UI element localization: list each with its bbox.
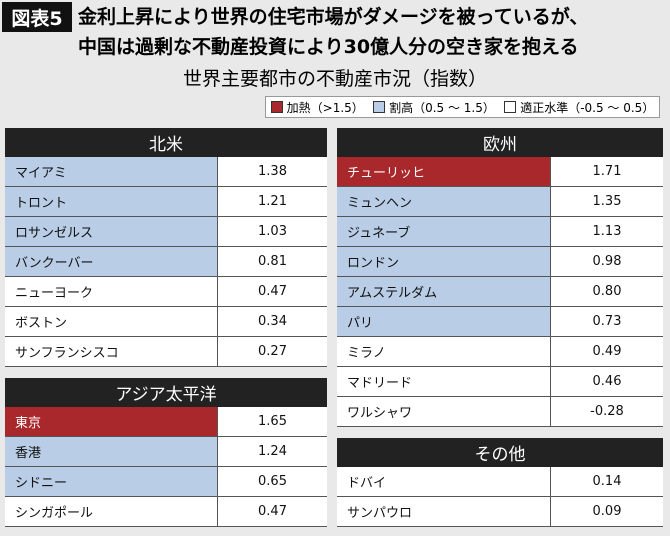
city-cell: ロサンゼルス xyxy=(5,217,218,247)
legend-swatch xyxy=(373,101,386,113)
city-cell: 香港 xyxy=(5,437,218,467)
city-cell: アムステルダム xyxy=(337,277,551,307)
value-cell: 0.73 xyxy=(551,307,663,337)
legend-item: 割高（0.5 ～ 1.5） xyxy=(373,99,495,116)
value-cell: 1.65 xyxy=(218,407,327,437)
value-cell: 0.47 xyxy=(218,277,327,307)
table-header: アジア太平洋 xyxy=(5,378,327,407)
table-header: 欧州 xyxy=(337,128,663,157)
city-cell: シドニー xyxy=(5,467,218,497)
value-cell: 0.65 xyxy=(218,467,327,497)
city-cell: マイアミ xyxy=(5,157,218,187)
value-cell: 0.80 xyxy=(551,277,663,307)
value-cell: 1.03 xyxy=(218,217,327,247)
city-cell: サンパウロ xyxy=(337,497,551,527)
value-cell: 0.47 xyxy=(218,497,327,527)
value-cell: 1.24 xyxy=(218,437,327,467)
city-cell: ニューヨーク xyxy=(5,277,218,307)
city-cell: マドリード xyxy=(337,367,551,397)
value-cell: 0.81 xyxy=(218,247,327,277)
legend-swatch xyxy=(504,101,517,113)
city-cell: ボストン xyxy=(5,307,218,337)
legend-label: 割高（0.5 ～ 1.5） xyxy=(389,100,495,115)
value-cell: 1.71 xyxy=(551,157,663,187)
city-cell: トロント xyxy=(5,187,218,217)
legend: 加熱（>1.5） 割高（0.5 ～ 1.5） 適正水準（-0.5 ～ 0.5） xyxy=(265,96,660,118)
legend-item: 加熱（>1.5） xyxy=(270,99,364,116)
value-cell: 0.46 xyxy=(551,367,663,397)
city-cell: ミュンヘン xyxy=(337,187,551,217)
value-cell: 0.27 xyxy=(218,337,327,367)
city-cell: 東京 xyxy=(5,407,218,437)
city-cell: ドバイ xyxy=(337,467,551,497)
value-cell: 0.14 xyxy=(551,467,663,497)
title-line: 中国は過剰な不動産投資により30億人分の空き家を抱える xyxy=(78,36,579,58)
city-cell: ミラノ xyxy=(337,337,551,367)
city-cell: バンクーバー xyxy=(5,247,218,277)
legend-label: 適正水準（-0.5 ～ 0.5） xyxy=(520,100,655,115)
table-header: その他 xyxy=(337,438,663,467)
value-cell: 0.09 xyxy=(551,497,663,527)
legend-label: 加熱（>1.5） xyxy=(286,100,364,115)
value-cell: 1.21 xyxy=(218,187,327,217)
value-cell: 1.35 xyxy=(551,187,663,217)
value-cell: 0.98 xyxy=(551,247,663,277)
value-cell: -0.28 xyxy=(551,397,663,427)
subtitle: 世界主要都市の不動産市況（指数） xyxy=(182,68,487,90)
figure-label: 図表5 xyxy=(2,2,72,32)
value-cell: 0.49 xyxy=(551,337,663,367)
legend-swatch xyxy=(270,101,283,113)
city-cell: ロンドン xyxy=(337,247,551,277)
title-line: 金利上昇により世界の住宅市場がダメージを被っているが、 xyxy=(78,6,589,28)
value-cell: 0.34 xyxy=(218,307,327,337)
table-header: 北米 xyxy=(5,128,327,157)
city-cell: サンフランシスコ xyxy=(5,337,218,367)
value-cell: 1.38 xyxy=(218,157,327,187)
city-cell: チューリッヒ xyxy=(337,157,551,187)
city-cell: シンガポール xyxy=(5,497,218,527)
city-cell: パリ xyxy=(337,307,551,337)
city-cell: ワルシャワ xyxy=(337,397,551,427)
value-cell: 1.13 xyxy=(551,217,663,247)
legend-item: 適正水準（-0.5 ～ 0.5） xyxy=(504,99,654,116)
city-cell: ジュネーブ xyxy=(337,217,551,247)
